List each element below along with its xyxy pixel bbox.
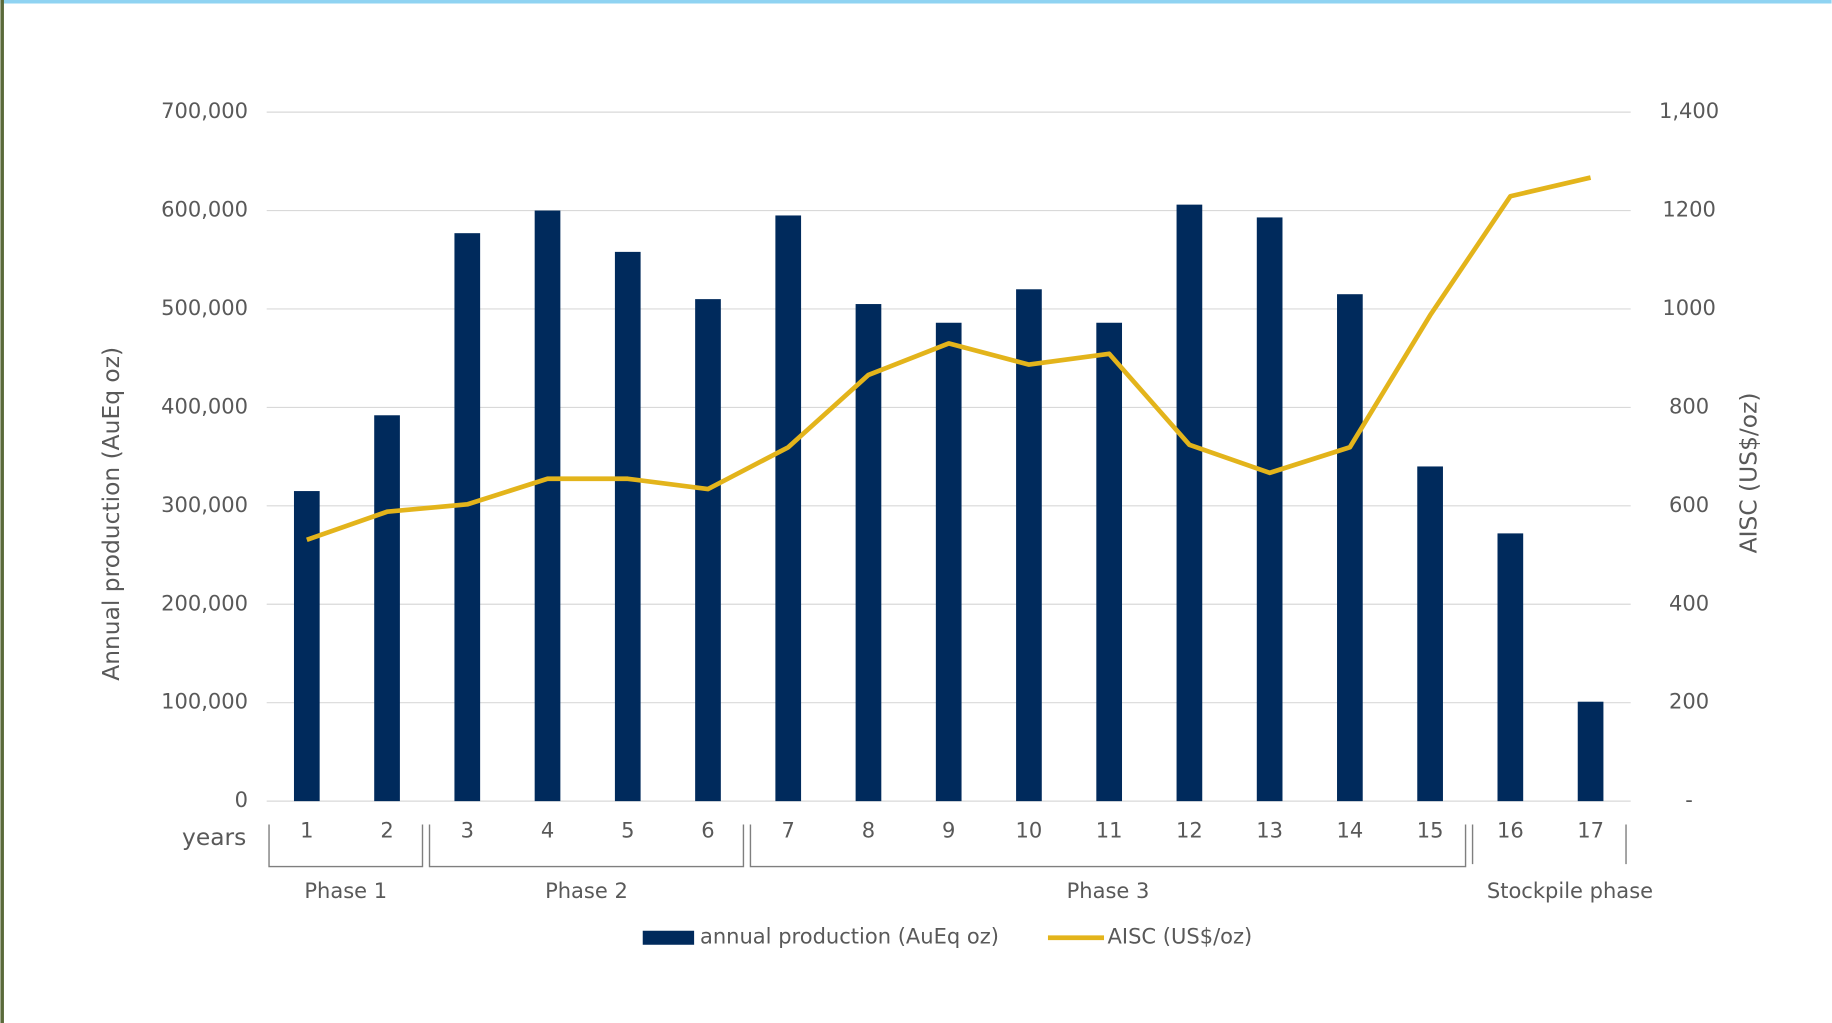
- legend-swatch: [643, 931, 694, 945]
- x-tick-label: 15: [1417, 817, 1444, 842]
- bar: [615, 252, 641, 801]
- bar: [535, 211, 561, 802]
- bar: [1337, 294, 1363, 801]
- y2-tick-label: 200: [1669, 689, 1709, 714]
- phase-label: Stockpile phase: [1487, 878, 1653, 903]
- y2-tick-label: 1200: [1662, 197, 1715, 222]
- y-tick-label: 700,000: [161, 98, 248, 123]
- y2-axis-label: AISC (US$/oz): [1734, 393, 1762, 554]
- bar: [1578, 702, 1604, 801]
- bar: [1417, 466, 1443, 801]
- x-tick-label: 4: [541, 817, 554, 842]
- chart: years Annual production (AuEq oz) AISC (…: [0, 0, 1832, 1023]
- bar: [856, 304, 882, 801]
- phase-label: Phase 1: [304, 878, 387, 903]
- y-tick-label: 500,000: [161, 295, 248, 320]
- phase-label: Phase 2: [545, 878, 628, 903]
- x-tick-label: 9: [942, 817, 955, 842]
- bar: [695, 299, 721, 801]
- y-tick-label: 300,000: [161, 492, 248, 517]
- x-tick-label: 10: [1016, 817, 1043, 842]
- y2-tick-label: 800: [1669, 393, 1709, 418]
- y-tick-label: 400,000: [161, 393, 248, 418]
- bar: [454, 233, 480, 801]
- x-tick-label: 6: [701, 817, 714, 842]
- bar: [1257, 217, 1283, 801]
- left-border: [0, 0, 4, 1023]
- x-tick-label: 2: [380, 817, 393, 842]
- x-tick-label: 3: [461, 817, 474, 842]
- y-axis-label: Annual production (AuEq oz): [97, 347, 125, 681]
- legend-label: AISC (US$/oz): [1108, 924, 1253, 949]
- phase-label: Phase 3: [1067, 878, 1150, 903]
- y-tick-label: 100,000: [161, 689, 248, 714]
- y2-tick-label: 1,400: [1659, 98, 1719, 123]
- y2-tick-label: 600: [1669, 492, 1709, 517]
- y2-tick-label: -: [1685, 787, 1693, 812]
- x-tick-label: 7: [782, 817, 795, 842]
- bar: [374, 415, 400, 801]
- y-tick-label: 0: [235, 787, 248, 812]
- y-tick-label: 600,000: [161, 197, 248, 222]
- bar: [936, 323, 962, 801]
- top-border: [0, 0, 1831, 4]
- x-tick-label: 8: [862, 817, 875, 842]
- x-tick-label: 16: [1497, 817, 1524, 842]
- x-tick-label: 17: [1577, 817, 1604, 842]
- bar: [1497, 533, 1523, 801]
- phase-bracket: [269, 824, 422, 866]
- phase-bracket: [430, 824, 744, 866]
- y2-tick-label: 400: [1669, 590, 1709, 615]
- bar: [1177, 205, 1203, 801]
- x-tick-label: 14: [1337, 817, 1364, 842]
- bar: [1096, 323, 1122, 801]
- x-axis-label: years: [182, 823, 246, 851]
- legend-label: annual production (AuEq oz): [700, 924, 999, 949]
- x-tick-label: 11: [1096, 817, 1123, 842]
- y2-tick-label: 1000: [1662, 295, 1715, 320]
- bar: [775, 215, 801, 801]
- x-tick-label: 13: [1256, 817, 1283, 842]
- page: {"chart_data": {"type": "bar-line", "x_l…: [0, 0, 1832, 1023]
- x-tick-label: 5: [621, 817, 634, 842]
- x-tick-label: 12: [1176, 817, 1203, 842]
- y-tick-label: 200,000: [161, 590, 248, 615]
- x-tick-label: 1: [300, 817, 313, 842]
